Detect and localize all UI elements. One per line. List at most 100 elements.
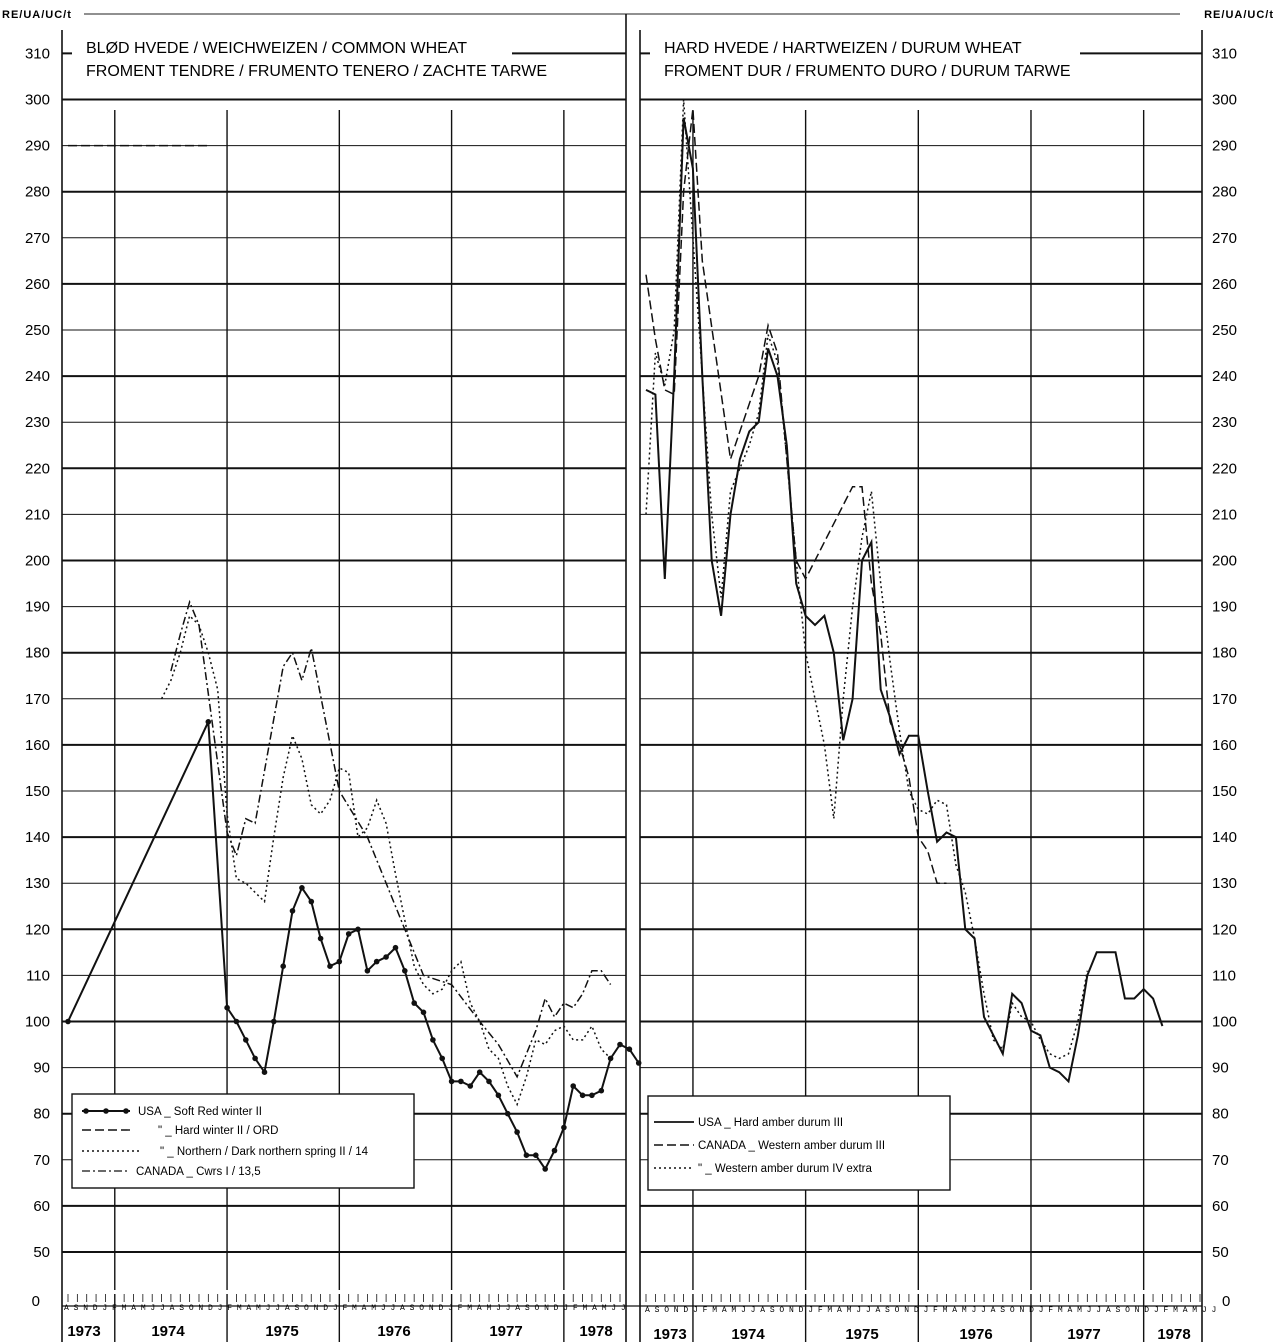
- y-tick-label-left: 280: [25, 184, 50, 201]
- y-tick-label-left: 260: [25, 276, 50, 293]
- data-point: [392, 944, 399, 951]
- data-point: [561, 1124, 567, 1131]
- y-tick-label-right: 300: [1212, 92, 1237, 109]
- right-year-1973: 1973: [653, 1326, 686, 1342]
- data-point: [617, 1041, 623, 1048]
- right-legend-item-1: USA _ Hard amber durum III: [698, 1117, 843, 1129]
- y-tick-label-left: 300: [25, 92, 50, 109]
- data-point: [551, 1147, 558, 1154]
- data-point: [252, 1055, 258, 1062]
- left-year-1977: 1977: [489, 1323, 522, 1340]
- y-tick-label-right: 170: [1212, 691, 1237, 708]
- data-point: [289, 908, 296, 914]
- data-series: [65, 99, 1164, 1172]
- data-point: [430, 1037, 436, 1043]
- y-tick-label-right: 200: [1212, 553, 1237, 570]
- right-year-1975: 1975: [845, 1326, 878, 1342]
- right-year-1978: 1978: [1157, 1326, 1190, 1342]
- data-point: [205, 719, 212, 725]
- data-point: [345, 931, 352, 937]
- y-tick-label-left: 160: [25, 737, 50, 754]
- data-point: [635, 1060, 642, 1066]
- y-tick-label-left: 230: [25, 414, 50, 431]
- left-title-line2: FROMENT TENDRE / FRUMENTO TENERO / ZACHT…: [86, 63, 547, 80]
- data-point: [514, 1129, 520, 1135]
- y-tick-label-right: 220: [1212, 460, 1237, 477]
- data-point: [327, 963, 333, 969]
- data-point: [504, 1110, 511, 1117]
- right-year-1976: 1976: [959, 1326, 992, 1342]
- right-panel-title: HARD HVEDE / HARTWEIZEN / DURUM WHEAT FR…: [650, 32, 1080, 82]
- left-year-1973: 1973: [67, 1323, 100, 1340]
- left-year-1976: 1976: [377, 1323, 410, 1340]
- y-tick-label-right: 100: [1212, 1014, 1237, 1031]
- data-point: [626, 1046, 633, 1052]
- y-tick-label-right: 270: [1212, 230, 1237, 247]
- y-tick-label-left: 150: [25, 783, 50, 800]
- left-year-1975: 1975: [265, 1323, 298, 1340]
- data-point: [486, 1078, 492, 1085]
- y-tick-label-right: 240: [1212, 368, 1237, 385]
- data-point: [542, 1166, 548, 1172]
- right-month-labels: A S O N D J F M A M J J A S O N D J F M …: [645, 1306, 1216, 1315]
- y-tick-label-left: 50: [33, 1244, 50, 1261]
- data-point: [261, 1069, 268, 1075]
- y-tick-label-right: 180: [1212, 645, 1237, 662]
- data-point: [439, 1055, 446, 1062]
- data-point: [448, 1078, 455, 1085]
- left-legend-item-2: " _ Hard winter II / ORD: [158, 1125, 278, 1137]
- y-tick-label-right: 50: [1212, 1244, 1229, 1261]
- right-legend-item-3: " _ Western amber durum IV extra: [698, 1163, 872, 1175]
- y-tick-label-right: 310: [1212, 45, 1237, 62]
- y-tick-label-left: 80: [33, 1106, 50, 1123]
- y-tick-label-left: 210: [25, 506, 50, 523]
- data-point: [355, 926, 361, 933]
- left-year-1974: 1974: [151, 1323, 185, 1340]
- y-tick-label-left: 220: [25, 460, 50, 477]
- data-point: [308, 898, 315, 905]
- y-tick-label-left: 140: [25, 829, 50, 846]
- data-point: [570, 1083, 576, 1089]
- data-point: [589, 1092, 595, 1099]
- y-tick-label-right: 130: [1212, 875, 1237, 892]
- right-legend: USA _ Hard amber durum III CANADA _ West…: [647, 1095, 951, 1191]
- y-tick-label-left: 130: [25, 875, 50, 892]
- unit-label-left: RE/UA/UC/t: [2, 9, 72, 21]
- left-title-line1: BLØD HVEDE / WEICHWEIZEN / COMMON WHEAT: [86, 40, 467, 57]
- y-tick-label-right: 250: [1212, 322, 1237, 339]
- y-tick-label-left: 60: [33, 1198, 50, 1215]
- y-tick-label-right: 140: [1212, 829, 1237, 846]
- year-labels: 1973 1974 1975 1976 1977 1978 1973 1974 …: [67, 1323, 1190, 1342]
- left-year-1978: 1978: [579, 1323, 612, 1340]
- left-legend: USA _ Soft Red winter II " _ Hard winter…: [71, 1093, 415, 1189]
- data-point: [598, 1087, 605, 1094]
- data-point: [402, 968, 408, 974]
- y-tick-label-right: 210: [1212, 506, 1237, 523]
- right-legend-item-2: CANADA _ Western amber durum III: [698, 1140, 885, 1152]
- data-point: [533, 1152, 539, 1158]
- right-title-line2: FROMENT DUR / FRUMENTO DURO / DURUM TARW…: [664, 63, 1071, 80]
- y-tick-label-left: 180: [25, 645, 50, 662]
- data-point: [383, 954, 389, 960]
- y-tick-label-right: 290: [1212, 138, 1237, 155]
- y-tick-label-right: 60: [1212, 1198, 1229, 1215]
- y-tick-label-right: 120: [1212, 921, 1237, 938]
- series-line-durum-3: [645, 99, 1089, 1060]
- y-tick-label-right: 90: [1212, 1060, 1229, 1077]
- left-month-labels: A S N D J F M A M J J A S O N D J F M A …: [64, 1304, 626, 1313]
- series-line-durum-1: [645, 117, 1164, 1084]
- data-point: [224, 1004, 230, 1011]
- y-zero-left: 0: [32, 1293, 40, 1310]
- y-tick-label-left: 290: [25, 138, 50, 155]
- data-point: [317, 935, 324, 942]
- data-point: [271, 1018, 277, 1025]
- right-title-line1: HARD HVEDE / HARTWEIZEN / DURUM WHEAT: [664, 40, 1022, 57]
- data-point: [233, 1018, 240, 1025]
- data-point: [280, 963, 287, 969]
- y-tick-label-left: 70: [33, 1152, 50, 1169]
- data-point: [336, 958, 343, 965]
- y-tick-label-right: 190: [1212, 599, 1237, 616]
- y-tick-label-left: 200: [25, 553, 50, 570]
- y-tick-label-left: 250: [25, 322, 50, 339]
- series-line-common-3: [160, 614, 612, 1107]
